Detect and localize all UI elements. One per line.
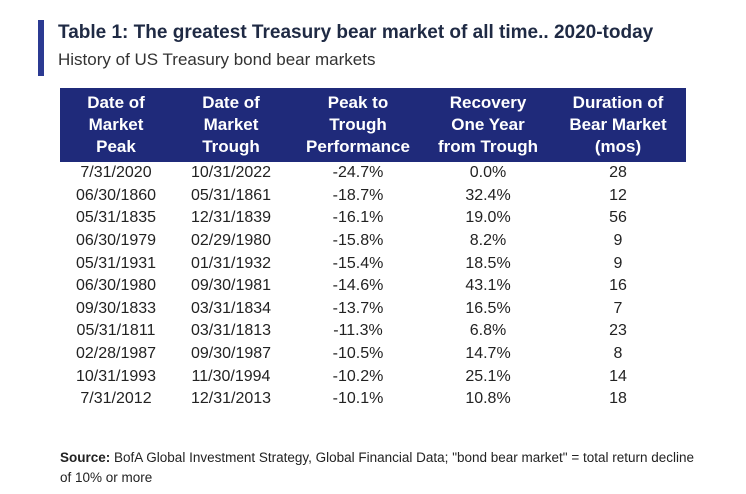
source-note: Source: BofA Global Investment Strategy,… xyxy=(60,448,700,488)
cell-recovery: 6.8% xyxy=(469,322,507,340)
cell-market-trough: 03/31/1813 xyxy=(190,322,272,340)
cell-market-trough: 12/31/1839 xyxy=(190,209,272,227)
cell-performance: -10.2% xyxy=(332,367,384,385)
title-accent-bar xyxy=(38,20,44,76)
page-title: Table 1: The greatest Treasury bear mark… xyxy=(58,22,654,43)
page-subtitle: History of US Treasury bond bear markets xyxy=(58,50,376,69)
cell-market-peak: 06/30/1980 xyxy=(75,277,157,295)
cell-performance: -15.8% xyxy=(332,232,384,250)
cell-duration: 23 xyxy=(609,322,627,340)
cell-recovery: 25.1% xyxy=(465,367,511,385)
cell-market-peak: 05/31/1931 xyxy=(75,254,157,272)
cell-market-peak: 7/31/2012 xyxy=(80,390,152,408)
cell-market-trough: 09/30/1981 xyxy=(190,277,272,295)
cell-performance: -15.4% xyxy=(332,254,384,272)
cell-market-trough: 05/31/1861 xyxy=(190,186,272,204)
cell-duration: 7 xyxy=(613,299,623,317)
header-recovery: Recovery One Year from Trough xyxy=(426,88,550,162)
table-row: 06/30/1860 05/31/1861 -18.7% 32.4% 12 xyxy=(60,185,686,208)
cell-recovery: 0.0% xyxy=(469,164,507,182)
cell-market-peak: 7/31/2020 xyxy=(80,164,152,182)
cell-performance: -11.3% xyxy=(333,322,383,340)
cell-duration: 9 xyxy=(613,254,623,272)
header-duration: Duration of Bear Market (mos) xyxy=(550,88,686,162)
table-row: 06/30/1980 09/30/1981 -14.6% 43.1% 16 xyxy=(60,275,686,298)
cell-recovery: 16.5% xyxy=(465,299,511,317)
cell-market-peak: 02/28/1987 xyxy=(75,345,157,363)
cell-recovery: 18.5% xyxy=(465,254,511,272)
cell-market-peak: 05/31/1835 xyxy=(75,209,157,227)
cell-duration: 18 xyxy=(609,390,627,408)
cell-performance: -13.7% xyxy=(332,299,384,317)
cell-recovery: 19.0% xyxy=(465,209,511,227)
table-row: 7/31/2020 10/31/2022 -24.7% 0.0% 28 xyxy=(60,162,686,185)
table-header-row: Date of Market Peak Date of Market Troug… xyxy=(60,88,686,162)
cell-market-peak: 10/31/1993 xyxy=(75,367,157,385)
table-row: 02/28/1987 09/30/1987 -10.5% 14.7% 8 xyxy=(60,343,686,366)
cell-recovery: 43.1% xyxy=(465,277,511,295)
bear-market-table: Date of Market Peak Date of Market Troug… xyxy=(60,88,686,411)
cell-duration: 16 xyxy=(609,277,627,295)
cell-duration: 56 xyxy=(609,209,627,227)
table-row: 09/30/1833 03/31/1834 -13.7% 16.5% 7 xyxy=(60,298,686,321)
cell-recovery: 14.7% xyxy=(465,345,511,363)
cell-performance: -24.7% xyxy=(332,164,384,182)
cell-duration: 28 xyxy=(609,164,627,182)
cell-market-peak: 06/30/1860 xyxy=(75,186,157,204)
cell-market-trough: 01/31/1932 xyxy=(190,254,272,272)
source-label: Source: xyxy=(60,450,111,465)
table-row: 10/31/1993 11/30/1994 -10.2% 25.1% 14 xyxy=(60,365,686,388)
header-market-peak: Date of Market Peak xyxy=(60,88,172,162)
table-row: 05/31/1835 12/31/1839 -16.1% 19.0% 56 xyxy=(60,207,686,230)
table-row: 06/30/1979 02/29/1980 -15.8% 8.2% 9 xyxy=(60,230,686,253)
header-peak-to-trough: Peak to Trough Performance xyxy=(290,88,426,162)
cell-market-peak: 06/30/1979 xyxy=(75,232,157,250)
cell-market-trough: 09/30/1987 xyxy=(190,345,272,363)
cell-market-peak: 05/31/1811 xyxy=(76,322,156,340)
header-market-trough: Date of Market Trough xyxy=(172,88,290,162)
cell-market-trough: 11/30/1994 xyxy=(191,367,271,385)
cell-market-trough: 10/31/2022 xyxy=(190,164,272,182)
cell-performance: -16.1% xyxy=(332,209,384,227)
source-text: BofA Global Investment Strategy, Global … xyxy=(60,450,695,485)
cell-market-trough: 02/29/1980 xyxy=(190,232,272,250)
table-row: 05/31/1811 03/31/1813 -11.3% 6.8% 23 xyxy=(60,320,686,343)
cell-performance: -18.7% xyxy=(332,186,384,204)
cell-recovery: 32.4% xyxy=(465,186,511,204)
cell-performance: -14.6% xyxy=(332,277,384,295)
cell-recovery: 10.8% xyxy=(465,390,511,408)
cell-duration: 8 xyxy=(613,345,623,363)
cell-duration: 12 xyxy=(609,186,627,204)
cell-market-trough: 03/31/1834 xyxy=(190,299,272,317)
cell-recovery: 8.2% xyxy=(469,232,507,250)
cell-duration: 9 xyxy=(613,232,623,250)
table-row: 05/31/1931 01/31/1932 -15.4% 18.5% 9 xyxy=(60,252,686,275)
cell-performance: -10.5% xyxy=(332,345,384,363)
cell-performance: -10.1% xyxy=(332,390,384,408)
cell-market-trough: 12/31/2013 xyxy=(190,390,272,408)
cell-market-peak: 09/30/1833 xyxy=(75,299,157,317)
cell-duration: 14 xyxy=(609,367,627,385)
table-row: 7/31/2012 12/31/2013 -10.1% 10.8% 18 xyxy=(60,388,686,411)
table-body: 7/31/2020 10/31/2022 -24.7% 0.0% 28 06/30/186… xyxy=(60,162,686,411)
